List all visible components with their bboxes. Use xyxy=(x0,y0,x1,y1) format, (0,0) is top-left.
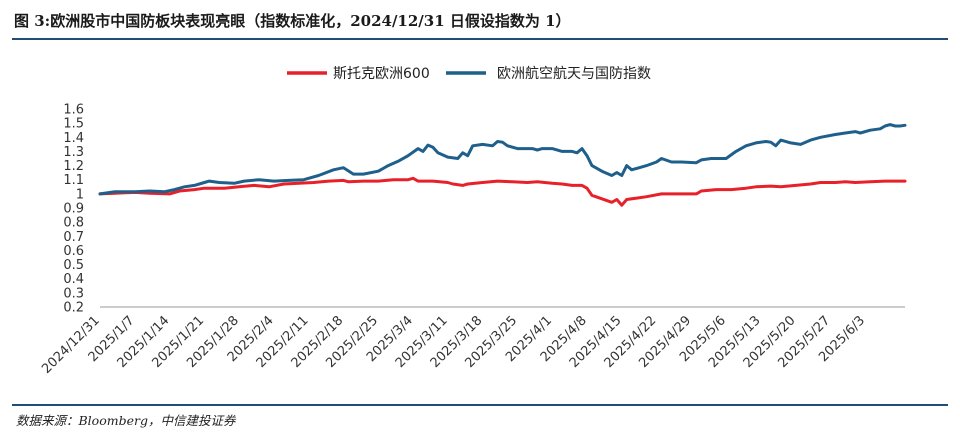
y-tick-label: 1.3 xyxy=(63,145,84,160)
legend-label-1: 欧洲航空航天与国防指数 xyxy=(497,66,651,82)
y-tick-label: 0.9 xyxy=(63,202,84,217)
y-tick-label: 1.2 xyxy=(63,159,84,174)
y-axis: 0.20.30.40.50.60.70.80.911.11.21.31.41.5… xyxy=(63,103,84,316)
x-axis: 2024/12/312025/1/72025/1/142025/1/212025… xyxy=(39,306,905,377)
legend: 斯托克欧洲600 欧洲航空航天与国防指数 xyxy=(287,66,651,82)
y-tick-label: 0.8 xyxy=(63,216,84,231)
y-tick-label: 1.6 xyxy=(63,103,84,118)
top-rule xyxy=(12,38,948,40)
y-tick-label: 1 xyxy=(76,187,84,202)
legend-label-0: 斯托克欧洲600 xyxy=(333,66,430,82)
y-tick-label: 0.5 xyxy=(63,258,84,273)
y-tick-label: 0.2 xyxy=(63,301,84,316)
y-tick-label: 1.5 xyxy=(63,117,84,132)
series-line-1 xyxy=(98,123,907,196)
series-line-0 xyxy=(98,176,907,207)
y-tick-label: 1.1 xyxy=(63,173,84,188)
figure-title: 图 3:欧洲股市中国防板块表现亮眼（指数标准化，2024/12/31 日假设指数… xyxy=(14,12,571,30)
y-tick-label: 0.7 xyxy=(63,230,84,245)
bottom-rule xyxy=(12,404,948,406)
series-layer xyxy=(98,123,907,207)
x-tick-label: 2024/12/31 xyxy=(39,313,103,377)
y-tick-label: 0.3 xyxy=(63,286,84,301)
y-tick-label: 1.4 xyxy=(63,131,84,146)
y-tick-label: 0.6 xyxy=(63,244,84,259)
y-tick-label: 0.4 xyxy=(63,272,84,287)
source-note: 数据来源：Bloomberg，中信建投证券 xyxy=(16,413,236,428)
